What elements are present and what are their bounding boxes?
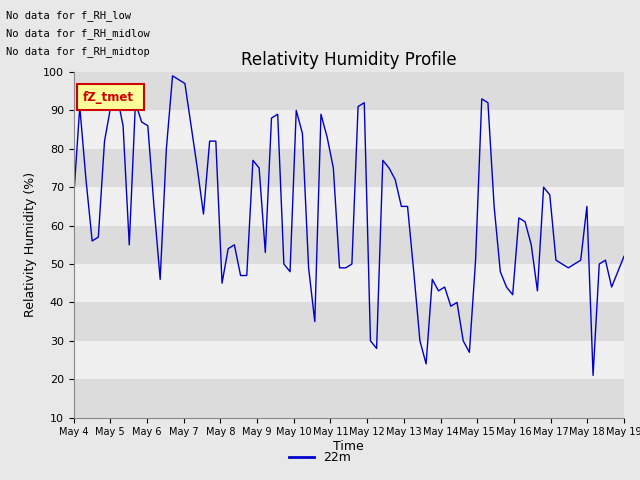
Text: fZ_tmet: fZ_tmet <box>83 91 134 104</box>
Bar <box>74 264 624 302</box>
Bar <box>74 302 624 341</box>
Bar <box>74 226 624 264</box>
Text: No data for f_RH_low: No data for f_RH_low <box>6 10 131 21</box>
Legend: 22m: 22m <box>284 446 356 469</box>
Title: Relativity Humidity Profile: Relativity Humidity Profile <box>241 51 456 69</box>
Y-axis label: Relativity Humidity (%): Relativity Humidity (%) <box>24 172 37 317</box>
Bar <box>74 110 624 149</box>
Bar <box>74 379 624 418</box>
Bar <box>74 187 624 226</box>
X-axis label: Time: Time <box>333 440 364 453</box>
Bar <box>74 72 624 110</box>
Bar <box>74 149 624 187</box>
Text: No data for f_RH_midtop: No data for f_RH_midtop <box>6 46 150 57</box>
Bar <box>74 341 624 379</box>
Text: No data for f_RH_midlow: No data for f_RH_midlow <box>6 28 150 39</box>
